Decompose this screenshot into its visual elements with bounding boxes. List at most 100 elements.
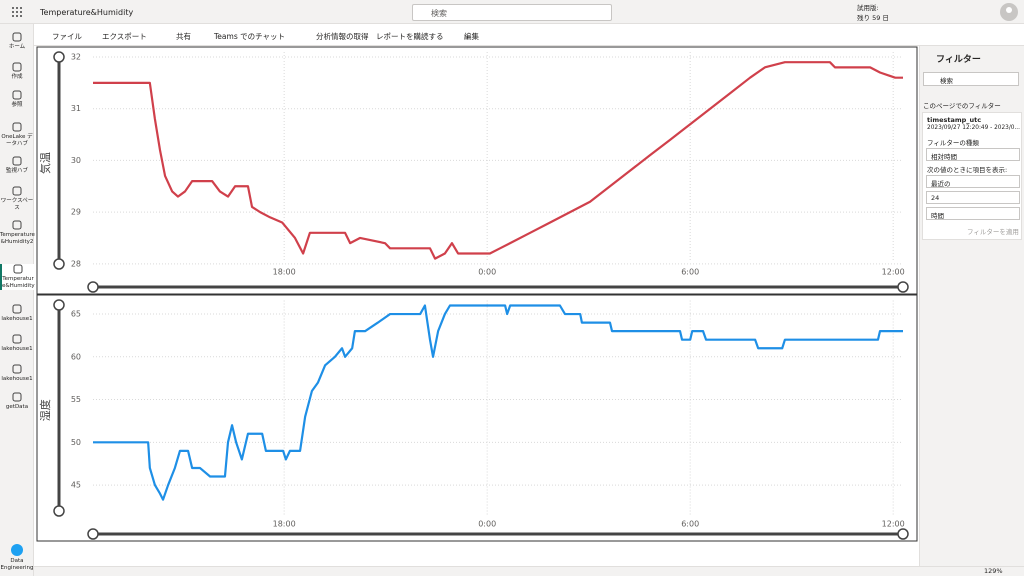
x-tick-label: 18:00 <box>273 520 296 529</box>
filter-unit: 時間 <box>931 212 944 220</box>
filter-unit-dropdown[interactable]: 時間 <box>926 207 1020 220</box>
nav-icon <box>12 364 22 374</box>
x-zoom-handle <box>87 281 99 293</box>
filter-type-label: フィルターの種類 <box>927 139 979 147</box>
toolbar-item[interactable]: エクスポート <box>102 32 147 41</box>
report-title[interactable]: Temperature&Humidity <box>40 8 134 17</box>
nav-label: Temperature &Humidity2 <box>0 232 35 245</box>
filter-period: 最近の <box>931 180 951 188</box>
status-bar: 129% <box>34 566 1024 576</box>
search-placeholder: 検索 <box>431 9 447 18</box>
nav-icon <box>12 220 22 230</box>
filter-field[interactable]: timestamp_utc <box>927 116 982 124</box>
x-tick-label: 0:00 <box>478 268 496 277</box>
filter-range: 2023/09/27 12:20:49 - 2023/0... <box>927 125 1020 131</box>
toolbar-item[interactable]: レポートを購読する <box>376 32 444 41</box>
top-bar: Temperature&Humidity 検索 試用版: 残り 59 日 <box>0 0 1024 24</box>
nav-footer-label: Data Engineering <box>0 558 34 571</box>
nav-item[interactable]: getData <box>0 392 34 411</box>
nav-icon <box>12 186 22 196</box>
toolbar-item[interactable]: 共有 <box>176 32 191 41</box>
data-line <box>93 61 903 260</box>
y-tick-label: 65 <box>71 310 81 319</box>
nav-label: lakehouse1 <box>1 346 33 352</box>
filter-type-dropdown[interactable]: 相対時間 <box>926 148 1020 161</box>
nav-label: 監視ハブ <box>5 168 28 174</box>
nav-label: getData <box>5 404 29 410</box>
filter-section: このページでのフィルター <box>923 102 1001 110</box>
nav-icon <box>12 32 22 42</box>
search-box[interactable]: 検索 <box>412 4 612 21</box>
y-zoom-handle <box>53 299 65 311</box>
x-zoom-handle <box>897 528 909 540</box>
nav-icon <box>12 62 22 72</box>
avatar[interactable] <box>1000 3 1018 21</box>
toolbar-item[interactable]: 編集 <box>464 32 479 41</box>
nav-icon <box>12 122 22 132</box>
filter-apply[interactable]: フィルターを適用 <box>967 228 1019 236</box>
nav-item[interactable]: 参照 <box>0 90 34 109</box>
y-zoom-handle <box>53 51 65 63</box>
trial-label: 試用版: <box>857 4 879 12</box>
toolbar-item[interactable]: ファイル <box>52 32 82 41</box>
left-nav: Data Engineering ホーム作成参照 OneLake データハブ監視ハ… <box>0 24 35 576</box>
x-tick-label: 18:00 <box>273 268 296 277</box>
nav-label: ホーム <box>8 44 26 50</box>
toolbar-item[interactable]: 分析情報の取得 <box>316 32 369 41</box>
filter-count: 24 <box>931 194 940 202</box>
nav-label: 作成 <box>11 74 23 80</box>
y-axis-title: 気温 <box>38 152 52 174</box>
nav-label: ワークスペース <box>0 198 34 211</box>
y-tick-label: 60 <box>71 352 81 361</box>
nav-item[interactable]: ワークスペース <box>0 186 34 212</box>
filter-pane: フィルター 検索 このページでのフィルター timestamp_utc 2023… <box>919 46 1024 566</box>
visual-frame <box>36 294 918 542</box>
nav-item[interactable]: Temperatur e&Humidity <box>0 264 35 290</box>
y-zoom-handle <box>53 258 65 270</box>
filter-period-dropdown[interactable]: 最近の <box>926 175 1020 188</box>
filter-count-input[interactable]: 24 <box>926 191 1020 204</box>
filter-show-label: 次の値のときに項目を表示: <box>927 166 1008 174</box>
y-tick-label: 30 <box>71 156 81 165</box>
nav-item[interactable]: 作成 <box>0 62 34 81</box>
charts: 28 29 30 31 32 18:00 0:00 6:00 12:00 気温 45 50 55 60 65… <box>36 46 918 542</box>
x-zoom-handle <box>897 281 909 293</box>
nav-label: OneLake データハブ <box>1 134 33 147</box>
nav-label: lakehouse1 <box>1 316 33 322</box>
data-line <box>93 304 903 501</box>
y-tick-label: 50 <box>71 438 81 447</box>
nav-item[interactable]: lakehouse1 <box>0 364 34 383</box>
x-tick-label: 6:00 <box>681 268 699 277</box>
y-tick-label: 31 <box>71 104 81 113</box>
nav-item[interactable]: ホーム <box>0 32 34 51</box>
y-axis-title: 湿度 <box>38 399 52 421</box>
filter-title: フィルター <box>936 55 981 65</box>
x-zoom-handle <box>87 528 99 540</box>
toolbar-item[interactable]: Teams でのチャット <box>214 32 286 41</box>
y-tick-label: 28 <box>71 259 81 268</box>
filter-search[interactable]: 検索 <box>923 72 1019 86</box>
zoom-level: 129% <box>984 567 1003 575</box>
x-tick-label: 0:00 <box>478 520 496 529</box>
nav-icon <box>12 304 22 314</box>
nav-item[interactable]: 監視ハブ <box>0 156 34 175</box>
x-tick-label: 12:00 <box>882 520 905 529</box>
nav-item[interactable]: OneLake データハブ <box>0 122 34 148</box>
y-tick-label: 45 <box>71 481 81 490</box>
toolbar: ファイル エクスポート 共有 Teams でのチャット 分析情報の取得 レポートを購読する… <box>34 25 1024 46</box>
filter-search-text: 検索 <box>940 77 953 85</box>
x-tick-label: 6:00 <box>681 520 699 529</box>
nav-footer[interactable]: Data Engineering <box>0 544 34 572</box>
trial-days: 残り 59 日 <box>857 14 889 22</box>
app-launcher[interactable] <box>12 7 22 17</box>
y-zoom-handle <box>53 505 65 517</box>
y-tick-label: 29 <box>71 208 81 217</box>
filter-type-value: 相対時間 <box>931 153 957 161</box>
nav-item[interactable]: Temperature &Humidity2 <box>0 220 35 246</box>
y-tick-label: 32 <box>71 53 81 62</box>
filter-card: timestamp_utc 2023/09/27 12:20:49 - 2023… <box>922 112 1022 240</box>
nav-item[interactable]: lakehouse1 <box>0 304 34 323</box>
nav-item[interactable]: lakehouse1 <box>0 334 34 353</box>
y-tick-label: 55 <box>71 395 81 404</box>
